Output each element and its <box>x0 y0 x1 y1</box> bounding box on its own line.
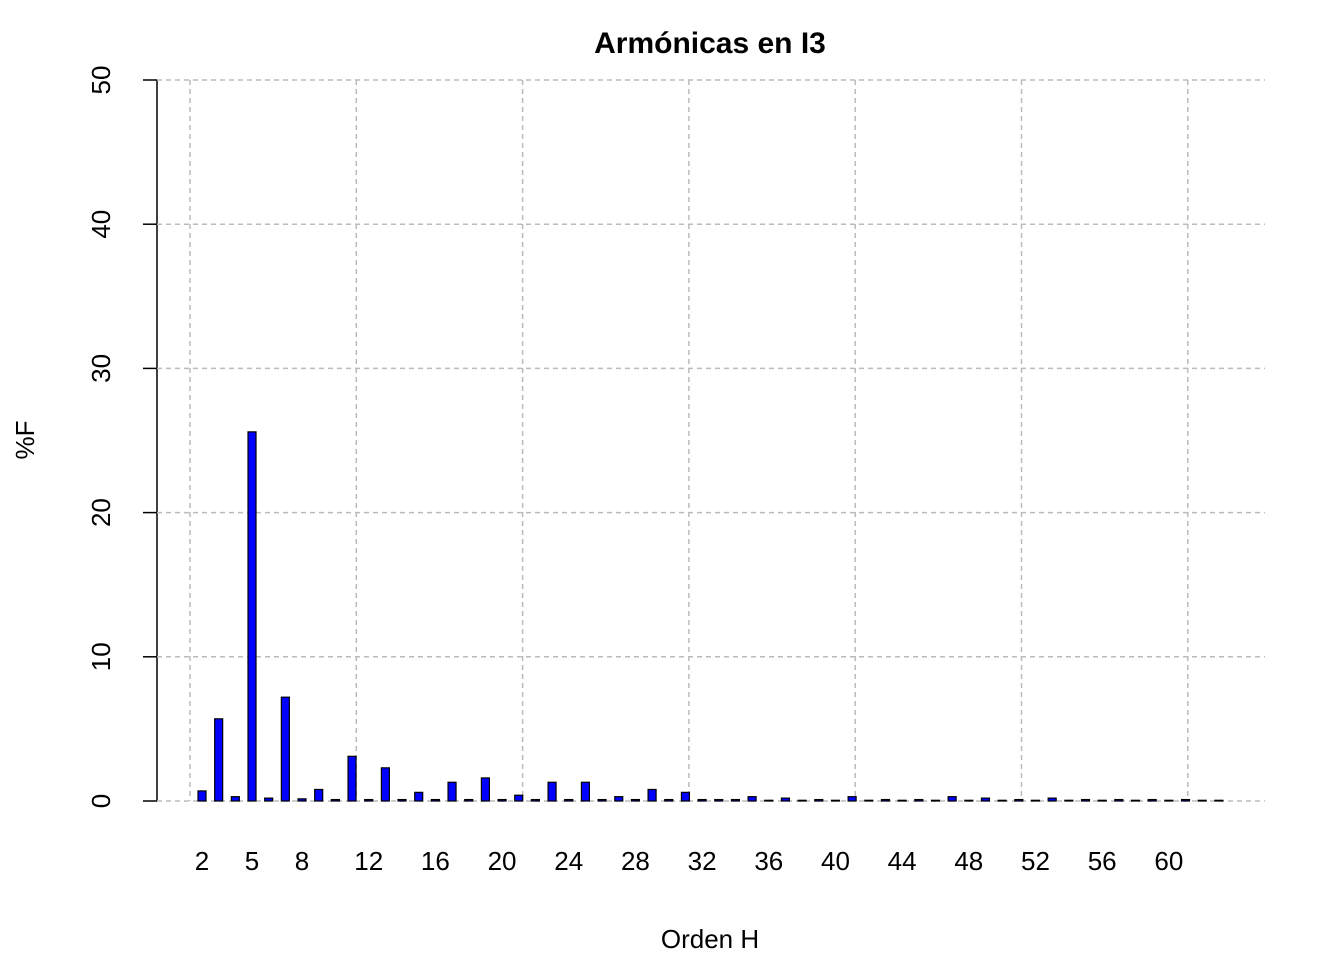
bar <box>747 796 757 802</box>
bar <box>864 799 874 802</box>
x-tick-label: 32 <box>688 846 717 876</box>
bar <box>814 798 824 802</box>
y-tick-label: 30 <box>86 354 116 383</box>
bar <box>330 798 340 802</box>
y-tick-label: 40 <box>86 210 116 239</box>
bar <box>297 798 307 802</box>
x-tick-label: 36 <box>754 846 783 876</box>
bar <box>480 777 490 802</box>
bar <box>280 696 290 802</box>
bar <box>880 798 891 802</box>
bar <box>680 791 691 802</box>
bar <box>197 790 207 802</box>
bar <box>697 798 707 802</box>
bar <box>580 781 591 802</box>
bar <box>414 791 424 802</box>
x-axis-label: Orden H <box>661 924 759 954</box>
x-tick-label: 52 <box>1021 846 1050 876</box>
x-tick-label: 20 <box>488 846 517 876</box>
y-tick-label: 50 <box>86 66 116 95</box>
bar <box>1164 799 1174 802</box>
bar <box>597 798 607 802</box>
bar <box>1030 799 1041 802</box>
bar <box>347 755 357 802</box>
bar <box>497 798 507 802</box>
bar <box>1180 798 1191 802</box>
x-tick-label: 16 <box>421 846 450 876</box>
x-tick-label: 28 <box>621 846 650 876</box>
bar <box>980 797 991 802</box>
bar <box>664 798 674 802</box>
bar <box>1197 799 1207 802</box>
bar <box>430 798 440 802</box>
y-tick-label: 10 <box>86 642 116 671</box>
bar <box>214 718 224 802</box>
bar <box>997 799 1007 802</box>
bar <box>547 781 557 802</box>
bar <box>930 799 941 802</box>
bar <box>1047 797 1057 802</box>
bar <box>1147 798 1157 802</box>
bar <box>897 799 907 802</box>
bar <box>530 798 541 802</box>
bar <box>514 794 524 802</box>
x-tick-label: 5 <box>245 846 259 876</box>
x-tick-label: 24 <box>554 846 583 876</box>
y-tick-label: 20 <box>86 498 116 527</box>
chart-title: Armónicas en I3 <box>594 27 826 60</box>
bar <box>714 798 724 802</box>
bar <box>780 797 791 802</box>
bar <box>314 788 324 802</box>
bar <box>630 798 641 802</box>
bar <box>914 798 924 802</box>
bar <box>1214 799 1224 802</box>
bar <box>264 797 274 802</box>
bar <box>830 799 841 802</box>
y-tick-label: 0 <box>86 794 116 808</box>
bar <box>1080 798 1091 802</box>
bar <box>1114 798 1124 802</box>
bar <box>947 796 957 802</box>
bar <box>847 796 857 802</box>
bar <box>230 796 240 802</box>
bar <box>647 788 657 802</box>
bar <box>797 799 807 802</box>
bar <box>614 796 624 802</box>
y-axis-label: %F <box>10 421 40 460</box>
bar <box>247 431 257 802</box>
x-tick-label: 60 <box>1154 846 1183 876</box>
bar <box>380 767 390 802</box>
bar <box>1064 799 1074 802</box>
bar <box>730 798 741 802</box>
bar <box>1014 798 1024 802</box>
x-tick-label: 12 <box>354 846 383 876</box>
bar <box>964 799 974 802</box>
x-tick-label: 40 <box>821 846 850 876</box>
x-tick-label: 2 <box>195 846 209 876</box>
bar <box>764 799 774 802</box>
bar <box>447 781 457 802</box>
bar <box>464 798 474 802</box>
x-tick-label: 8 <box>295 846 309 876</box>
x-tick-label: 44 <box>888 846 917 876</box>
bar <box>364 798 374 802</box>
bar <box>1130 799 1141 802</box>
bar <box>397 798 407 802</box>
bar <box>564 798 574 802</box>
x-tick-label: 56 <box>1088 846 1117 876</box>
bar <box>1097 799 1107 802</box>
x-tick-label: 48 <box>954 846 983 876</box>
